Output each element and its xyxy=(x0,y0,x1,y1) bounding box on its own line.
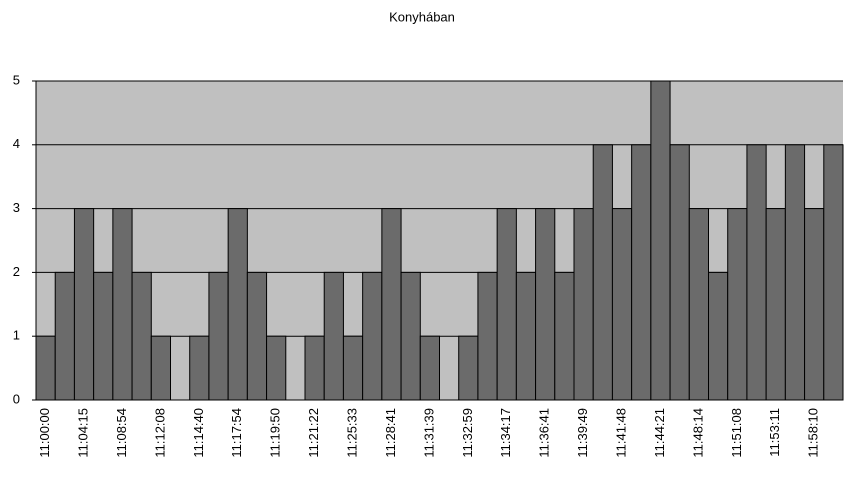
bar xyxy=(419,335,440,401)
bar xyxy=(93,271,114,401)
x-tick-label: 11:44:21 xyxy=(652,408,667,458)
bar xyxy=(650,80,671,401)
bar xyxy=(823,144,844,401)
y-tick-label: 0 xyxy=(13,391,20,406)
bar xyxy=(323,271,344,401)
bar xyxy=(631,144,652,401)
bar xyxy=(227,208,248,401)
x-tick-label: 11:19:50 xyxy=(268,408,283,458)
bar xyxy=(765,208,786,401)
bar xyxy=(669,144,690,401)
x-tick-label: 11:08:54 xyxy=(114,408,129,458)
bar xyxy=(477,271,498,401)
bar xyxy=(35,335,56,401)
bar xyxy=(381,208,402,401)
x-tick-label: 11:25:33 xyxy=(344,408,359,458)
bar xyxy=(746,144,767,401)
bar xyxy=(554,271,575,401)
x-tick-label: 11:41:48 xyxy=(613,408,628,458)
y-tick-label: 5 xyxy=(13,72,20,87)
x-tick-label: 11:34:17 xyxy=(498,408,513,458)
bar xyxy=(362,271,383,401)
bar xyxy=(150,335,172,401)
bar xyxy=(73,208,95,401)
bar xyxy=(400,271,421,401)
x-tick-label: 11:36:41 xyxy=(537,408,552,458)
bar xyxy=(342,335,364,401)
bar xyxy=(112,208,133,401)
bar xyxy=(189,335,210,401)
y-tick-label: 4 xyxy=(13,136,20,151)
y-tick-label: 1 xyxy=(13,328,20,343)
bar xyxy=(535,208,556,401)
bar xyxy=(208,271,229,401)
x-tick-label: 11:48:14 xyxy=(690,408,705,458)
x-tick-label: 11:12:08 xyxy=(152,408,167,458)
bar xyxy=(515,271,537,401)
x-tick-label: 11:51:08 xyxy=(729,408,744,458)
bar xyxy=(573,208,594,401)
y-tick-label: 2 xyxy=(13,264,20,279)
bar xyxy=(246,271,268,401)
x-tick-label: 11:14:40 xyxy=(191,408,206,458)
bar xyxy=(304,335,325,401)
bar xyxy=(131,271,152,401)
x-tick-label: 11:04:15 xyxy=(75,408,90,458)
bar xyxy=(804,208,825,401)
x-tick-label: 11:32:59 xyxy=(460,408,475,458)
x-tick-label: 11:39:49 xyxy=(575,408,590,458)
bar xyxy=(266,335,287,401)
bar xyxy=(458,335,479,401)
x-tick-label: 11:53:11 xyxy=(767,408,782,457)
bar xyxy=(592,144,613,401)
bar xyxy=(708,271,729,401)
x-tick-label: 11:21:22 xyxy=(306,408,321,458)
x-tick-label: 11:31:39 xyxy=(421,408,436,458)
bar xyxy=(496,208,517,401)
bar xyxy=(54,271,75,401)
x-tick-label: 11:17:54 xyxy=(229,408,244,458)
bar xyxy=(784,144,806,401)
x-tick-label: 11:28:41 xyxy=(383,408,398,458)
chart-title: Konyhában xyxy=(389,9,455,24)
x-tick-label: 11:00:00 xyxy=(37,408,52,458)
bar xyxy=(688,208,709,401)
bar xyxy=(611,208,633,401)
x-tick-label: 11:58:10 xyxy=(806,408,821,458)
bar xyxy=(727,208,748,401)
y-tick-label: 3 xyxy=(13,200,20,215)
